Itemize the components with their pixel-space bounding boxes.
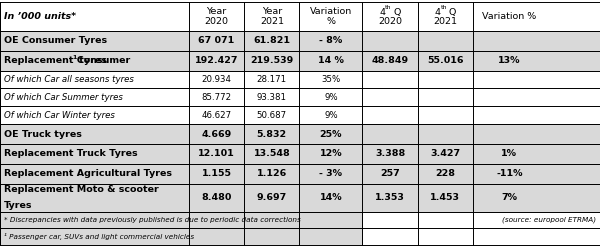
Text: - 8%: - 8% xyxy=(319,36,343,45)
Text: 4: 4 xyxy=(434,8,440,17)
Text: th: th xyxy=(385,5,392,10)
Text: 3.388: 3.388 xyxy=(375,149,405,158)
Text: 1.155: 1.155 xyxy=(202,169,232,178)
Text: Of which Car all seasons tyres: Of which Car all seasons tyres xyxy=(4,75,133,84)
Bar xyxy=(0,124,600,144)
Text: 4: 4 xyxy=(379,8,385,17)
Bar xyxy=(0,212,362,228)
Text: 12.101: 12.101 xyxy=(198,149,235,158)
Text: 1: 1 xyxy=(72,55,76,60)
Text: 13%: 13% xyxy=(498,56,521,65)
Text: 35%: 35% xyxy=(321,75,341,84)
Text: 93.381: 93.381 xyxy=(257,93,287,102)
Text: Of which Car Summer tyres: Of which Car Summer tyres xyxy=(4,93,122,102)
Bar xyxy=(0,144,600,164)
Text: 61.821: 61.821 xyxy=(253,36,290,45)
Text: OE Truck tyres: OE Truck tyres xyxy=(4,130,82,139)
Text: 219.539: 219.539 xyxy=(250,56,293,65)
Text: Tyres: Tyres xyxy=(4,201,32,210)
Text: Replacement Agricultural Tyres: Replacement Agricultural Tyres xyxy=(4,169,172,178)
Text: 1.126: 1.126 xyxy=(257,169,287,178)
Text: 2021: 2021 xyxy=(433,17,457,26)
Bar xyxy=(0,184,600,212)
Text: 1.453: 1.453 xyxy=(430,193,460,202)
Bar xyxy=(0,51,600,71)
Text: 2020: 2020 xyxy=(378,17,402,26)
Text: 67 071: 67 071 xyxy=(199,36,235,45)
Text: 20.934: 20.934 xyxy=(202,75,232,84)
Bar xyxy=(362,228,600,245)
Text: -11%: -11% xyxy=(496,169,523,178)
Text: Year
2021: Year 2021 xyxy=(260,7,284,26)
Text: Variation %: Variation % xyxy=(482,12,536,21)
Text: Variation
%: Variation % xyxy=(310,7,352,26)
Bar xyxy=(0,2,600,31)
Text: ¹ Passenger car, SUVs and light commercial vehicles: ¹ Passenger car, SUVs and light commerci… xyxy=(4,233,194,240)
Text: * Discrepancies with data previously published is due to periodic data correctio: * Discrepancies with data previously pub… xyxy=(4,217,301,223)
Text: 14%: 14% xyxy=(320,193,342,202)
Bar xyxy=(0,164,600,184)
Text: 48.849: 48.849 xyxy=(371,56,409,65)
Text: Replacement Truck Tyres: Replacement Truck Tyres xyxy=(4,149,137,158)
Text: 257: 257 xyxy=(380,169,400,178)
Text: (source: europool ETRMA): (source: europool ETRMA) xyxy=(502,217,596,223)
Text: Replacement Moto & scooter: Replacement Moto & scooter xyxy=(4,185,158,194)
Text: 9%: 9% xyxy=(324,93,338,102)
Text: 55.016: 55.016 xyxy=(427,56,463,65)
Text: 228: 228 xyxy=(435,169,455,178)
Bar xyxy=(0,88,600,106)
Text: - 3%: - 3% xyxy=(319,169,343,178)
Bar xyxy=(362,212,600,228)
Text: 1.353: 1.353 xyxy=(375,193,405,202)
Text: 12%: 12% xyxy=(320,149,342,158)
Bar xyxy=(0,31,600,51)
Text: 50.687: 50.687 xyxy=(257,111,287,120)
Text: 7%: 7% xyxy=(502,193,517,202)
Bar xyxy=(0,71,600,88)
Text: 13.548: 13.548 xyxy=(253,149,290,158)
Text: 4.669: 4.669 xyxy=(202,130,232,139)
Bar xyxy=(0,228,362,245)
Text: 8.480: 8.480 xyxy=(202,193,232,202)
Text: Q: Q xyxy=(391,8,401,17)
Text: 3.427: 3.427 xyxy=(430,149,460,158)
Text: 5.832: 5.832 xyxy=(257,130,287,139)
Text: tyres: tyres xyxy=(76,56,107,65)
Bar xyxy=(0,106,600,124)
Text: Q: Q xyxy=(446,8,457,17)
Text: 9.697: 9.697 xyxy=(257,193,287,202)
Text: Year
2020: Year 2020 xyxy=(205,7,229,26)
Text: Replacement Consumer: Replacement Consumer xyxy=(4,56,130,65)
Text: 46.627: 46.627 xyxy=(202,111,232,120)
Text: th: th xyxy=(440,5,447,10)
Text: In ’000 units*: In ’000 units* xyxy=(4,12,76,21)
Text: 192.427: 192.427 xyxy=(195,56,238,65)
Text: Of which Car Winter tyres: Of which Car Winter tyres xyxy=(4,111,115,120)
Text: 14 %: 14 % xyxy=(318,56,344,65)
Text: 85.772: 85.772 xyxy=(202,93,232,102)
Text: 25%: 25% xyxy=(320,130,342,139)
Text: 28.171: 28.171 xyxy=(257,75,287,84)
Text: 1%: 1% xyxy=(502,149,517,158)
Text: OE Consumer Tyres: OE Consumer Tyres xyxy=(4,36,107,45)
Text: 9%: 9% xyxy=(324,111,338,120)
